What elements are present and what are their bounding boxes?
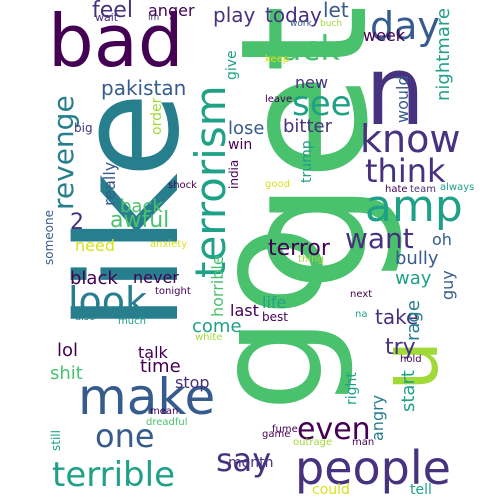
word-white: white (195, 332, 223, 343)
word-oh: oh (432, 230, 452, 249)
word-really: really (100, 161, 119, 206)
word-2: 2 (70, 210, 84, 235)
word-stop: stop (175, 373, 210, 392)
word-fuck: fuck (268, 29, 340, 69)
word-angry: angry (368, 394, 387, 441)
word-start: start (398, 370, 419, 412)
word-pakistan: pakistan (101, 76, 187, 100)
word-terror: terror (268, 236, 330, 261)
word-trump: trump (299, 140, 315, 183)
word-come: come (192, 316, 242, 337)
word-always: always (440, 182, 475, 193)
word-revenge: revenge (47, 95, 80, 210)
word-work: work (290, 19, 312, 29)
word-anger: anger (148, 1, 195, 20)
word-new: new (295, 73, 329, 92)
word-india: india (227, 159, 241, 189)
word-awful: awful (110, 208, 170, 233)
word-know: know (360, 117, 461, 161)
word-last: last (230, 301, 259, 320)
word-team: team (410, 184, 436, 195)
word-mean: mean (150, 406, 179, 417)
word-someone: someone (42, 210, 56, 265)
word-still: still (49, 430, 63, 451)
word-give: give (224, 50, 240, 80)
word-tell: tell (410, 482, 432, 498)
word-look: look (68, 279, 148, 323)
word-fume: fume (272, 424, 298, 435)
word-shit: shit (50, 363, 83, 384)
word-one: one (95, 417, 155, 455)
word-nightmare: nightmare (433, 8, 454, 101)
word-lose: lose (228, 118, 265, 139)
word-also: also (75, 312, 96, 323)
word-hate: hate (385, 184, 408, 195)
word-week: week (363, 26, 406, 45)
word-best: best (262, 310, 288, 324)
word-take: take (375, 305, 419, 329)
word-n: n (365, 37, 426, 147)
word-much: much (118, 316, 146, 327)
word-people: people (295, 441, 451, 495)
word-would: would (393, 75, 412, 123)
word-terrible: terrible (52, 455, 176, 495)
word-even: even (297, 412, 371, 447)
word-big: big (74, 121, 93, 135)
word-amp: amp (365, 181, 463, 232)
word-month: month (228, 455, 274, 471)
word-im: im (148, 13, 160, 23)
word-dreadful: dreadful (146, 417, 188, 428)
word-next: next (350, 289, 373, 300)
word-order: order (149, 97, 165, 135)
word-anxiety: anxiety (150, 239, 188, 250)
word-thing: thing (298, 254, 324, 265)
word-try: try (385, 335, 416, 360)
word-outrage: outrage (293, 437, 333, 448)
word-tonight: tonight (155, 286, 191, 297)
word-feel: feel (92, 0, 133, 23)
word-leave: leave (265, 94, 293, 105)
word-win: win (228, 137, 253, 153)
word-right: right (344, 372, 360, 405)
word-na: na (355, 309, 368, 320)
word-play: play (213, 3, 256, 27)
word-bitter: bitter (283, 116, 333, 137)
word-never: never (133, 268, 179, 287)
word-black: black (70, 268, 118, 289)
word-game: game (262, 429, 291, 440)
word-way: way (395, 268, 432, 289)
word-want: want (345, 222, 414, 255)
word-bully: bully (395, 248, 439, 269)
word-today: today (265, 3, 322, 27)
word-lol: lol (57, 340, 79, 361)
word-think: think (365, 152, 446, 190)
word-life: life (262, 293, 287, 312)
word-buch: buch (320, 19, 343, 29)
word-keep: keep (265, 54, 290, 65)
word-talk: talk (138, 343, 168, 362)
word-say: say (216, 441, 272, 479)
word-see: see (292, 84, 352, 124)
word-hold: hold (400, 354, 422, 365)
word-good: good (265, 179, 290, 190)
word-bad: bad (48, 0, 184, 83)
word-day: day (370, 4, 440, 48)
word-guy: guy (438, 270, 457, 300)
word-let: let (323, 0, 349, 22)
word-make: make (78, 368, 216, 426)
word-shock: shock (168, 180, 197, 191)
word-horrible: horrible (208, 255, 227, 317)
word-wait: wait (95, 11, 119, 24)
word-man: man (352, 437, 375, 448)
word-could: could (312, 482, 350, 498)
word-time: time (140, 356, 181, 377)
word-need: need (75, 236, 115, 255)
word-back: back (120, 196, 163, 217)
